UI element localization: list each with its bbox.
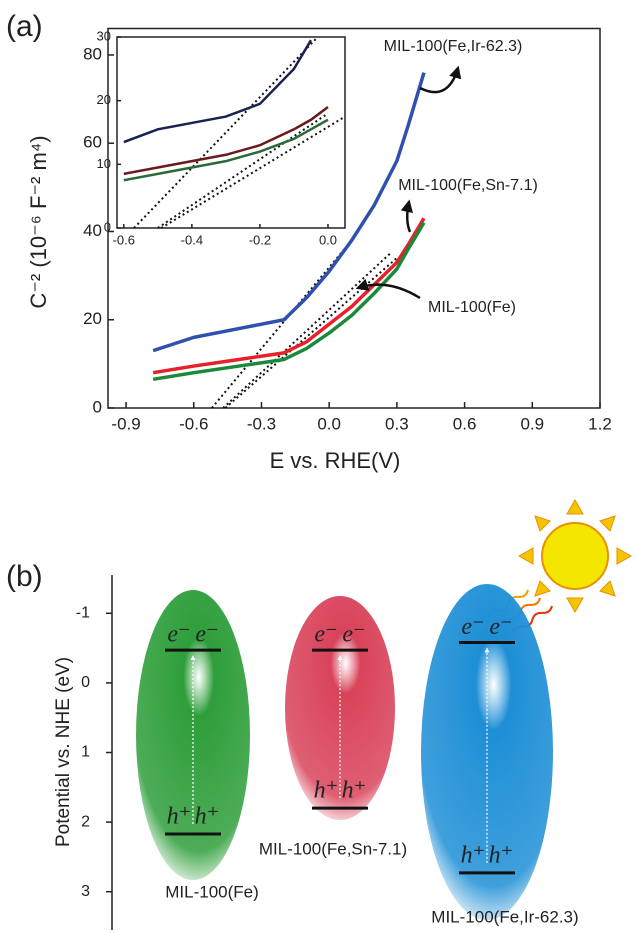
annotation-arrow xyxy=(355,278,421,300)
fit-line xyxy=(222,252,391,409)
y-tick-label: 20 xyxy=(83,309,102,328)
category-label: MIL-100(Fe,Sn-7.1) xyxy=(259,839,407,858)
fit-line xyxy=(133,36,319,229)
y-tick-label: 10 xyxy=(97,156,111,171)
y-tick-label: 3 xyxy=(81,883,90,900)
y-tick-label: 40 xyxy=(83,221,102,240)
y-tick-label: 20 xyxy=(97,92,111,107)
electron-label: e⁻ xyxy=(167,622,190,648)
y-tick-label: 0 xyxy=(104,219,111,234)
y-tick-label: 30 xyxy=(97,28,111,43)
series-line xyxy=(152,217,426,375)
x-tick-label: 0.0 xyxy=(317,414,341,433)
hole-label: h⁺ xyxy=(489,842,514,868)
y-axis-label: Potential vs. NHE (eV) xyxy=(53,657,74,847)
x-tick-label: 0.3 xyxy=(385,414,409,433)
electron-label: e⁻ xyxy=(342,622,365,648)
series-line xyxy=(123,39,313,144)
series-line xyxy=(152,221,426,382)
hole-label: h⁺ xyxy=(342,778,367,804)
y-tick-label: 0 xyxy=(81,674,90,691)
series-label: MIL-100(Fe,Ir-62.3) xyxy=(384,38,523,55)
x-tick-label: 0.0 xyxy=(319,232,337,247)
x-tick-label: -0.4 xyxy=(181,232,203,247)
y-tick-label: 2 xyxy=(81,813,90,830)
y-tick-label: 0 xyxy=(93,397,102,416)
x-tick-label: 0.9 xyxy=(520,414,544,433)
panel-label: (a) xyxy=(6,10,43,43)
fit-line xyxy=(211,239,353,409)
fit-line xyxy=(224,257,398,409)
series-label: MIL-100(Fe,Sn-7.1) xyxy=(398,177,538,194)
plot-frame xyxy=(116,36,346,229)
hole-label: h⁺ xyxy=(461,842,486,868)
x-tick-label: -0.6 xyxy=(113,232,135,247)
particle xyxy=(421,584,553,920)
x-tick-label: 1.2 xyxy=(588,414,612,433)
x-axis-label: E vs. RHE(V) xyxy=(270,448,401,473)
series-line xyxy=(152,72,426,353)
x-tick-label: -0.9 xyxy=(111,414,140,433)
particle xyxy=(285,596,395,820)
hole-label: h⁺ xyxy=(314,778,339,804)
annotation-arrow xyxy=(419,65,462,94)
y-tick-label: 80 xyxy=(83,44,102,63)
x-tick-label: -0.2 xyxy=(249,232,271,247)
series-line xyxy=(123,118,329,182)
hole-label: h⁺ xyxy=(167,803,192,829)
electron-label: e⁻ xyxy=(314,622,337,648)
fit-line xyxy=(157,112,329,229)
electron-label: e⁻ xyxy=(461,614,484,640)
y-tick-label: 60 xyxy=(83,133,102,152)
y-axis-label: C⁻² (10⁻⁶ F⁻² m⁴) xyxy=(26,135,51,308)
series-line xyxy=(123,106,329,176)
x-tick-label: -0.6 xyxy=(179,414,208,433)
y-tick-label: -1 xyxy=(76,605,90,622)
x-tick-label: -0.3 xyxy=(247,414,276,433)
panel-label: (b) xyxy=(6,560,43,593)
y-tick-label: 1 xyxy=(81,744,90,761)
plot-frame xyxy=(107,27,601,409)
annotation-arrow xyxy=(400,199,413,233)
category-label: MIL-100(Fe,Ir-62.3) xyxy=(431,907,578,926)
x-tick-label: 0.6 xyxy=(453,414,477,433)
series-label: MIL-100(Fe) xyxy=(428,299,516,316)
electron-label: e⁻ xyxy=(195,622,218,648)
category-label: MIL-100(Fe) xyxy=(165,882,259,901)
electron-label: e⁻ xyxy=(489,614,512,640)
hole-label: h⁺ xyxy=(195,803,220,829)
fit-line xyxy=(160,115,346,229)
